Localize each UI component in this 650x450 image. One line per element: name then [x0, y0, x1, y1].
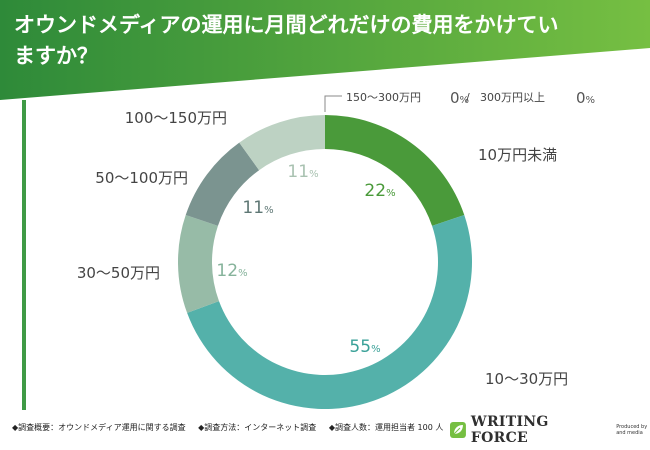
content-panel: [22, 52, 650, 410]
zero-category-label-1: 300万円以上: [480, 91, 545, 104]
zero-separator: /: [466, 91, 470, 104]
category-label-1: 10〜30万円: [485, 370, 568, 388]
percent-label-1: 55%: [349, 337, 380, 357]
footer-notes: ◆調査概要：オウンドメディア運用に関する調査 ◆調査方法：インターネット調査 ◆…: [12, 422, 444, 438]
category-label-3: 50〜100万円: [95, 169, 188, 187]
donut-slice-2: [177, 214, 219, 313]
brand-produced-by: Produced by and media: [616, 424, 648, 436]
zero-percent-label-1: 0%: [576, 89, 595, 107]
donut-slice-3: [185, 142, 260, 226]
leaf-icon: [450, 422, 466, 438]
donut-slice-4: [239, 115, 325, 171]
percent-label-2: 12%: [216, 261, 247, 281]
zero-percent-label-0: 0%: [450, 89, 469, 107]
zero-callout-line: [324, 95, 342, 112]
left-accent-bar: [22, 100, 26, 410]
category-label-2: 30〜50万円: [77, 264, 160, 282]
page-title: オウンドメディアの運用に月間どれだけの費用をかけていますか？: [14, 13, 559, 68]
survey-method: ◆調査方法：インターネット調査: [198, 423, 317, 432]
donut-slice-1: [187, 214, 473, 410]
category-label-4: 100〜150万円: [125, 109, 227, 127]
survey-summary: ◆調査概要：オウンドメディア運用に関する調査: [12, 423, 186, 432]
header-background: [0, 0, 650, 100]
donut-slice-0: [325, 115, 465, 226]
brand-logo: WRITING FORCE Produced by and media: [450, 414, 650, 446]
percent-label-0: 22%: [364, 181, 395, 201]
header-banner: [0, 0, 650, 100]
brand-name: WRITING FORCE: [470, 414, 549, 446]
percent-label-4: 11%: [287, 162, 318, 182]
percent-label-3: 11%: [242, 198, 273, 218]
survey-respondents: ◆調査人数：運用担当者 100 人: [328, 423, 444, 432]
zero-category-label-0: 150〜300万円: [346, 91, 421, 104]
category-label-0: 10万円未満: [478, 146, 557, 164]
